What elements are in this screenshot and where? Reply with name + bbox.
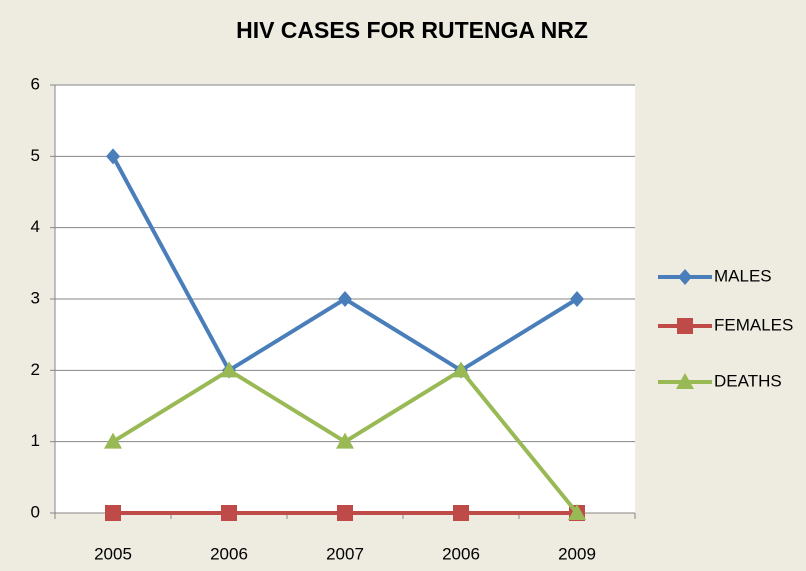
y-tick-label: 5 [31, 146, 40, 165]
chart-title: HIV CASES FOR RUTENGA NRZ [236, 17, 588, 43]
y-tick-label: 0 [31, 502, 40, 521]
marker [570, 291, 584, 307]
marker [338, 291, 352, 307]
legend-label: DEATHS [714, 371, 782, 390]
marker [677, 318, 693, 334]
marker [568, 504, 586, 520]
x-tick-label: 2009 [558, 544, 596, 563]
marker [221, 505, 237, 521]
y-tick-label: 2 [31, 360, 40, 379]
marker [453, 505, 469, 521]
x-tick-label: 2006 [210, 544, 248, 563]
marker [452, 361, 470, 378]
y-tick-label: 3 [31, 288, 40, 307]
y-tick-label: 6 [31, 74, 40, 93]
marker [676, 373, 694, 389]
x-tick-label: 2007 [326, 544, 364, 563]
x-tick-label: 2006 [442, 544, 480, 563]
marker [336, 432, 354, 449]
marker [106, 148, 120, 165]
y-tick-label: 4 [31, 217, 40, 236]
legend-label: FEMALES [714, 315, 793, 334]
marker [678, 269, 692, 285]
marker [337, 505, 353, 521]
x-tick-label: 2005 [94, 544, 132, 563]
marker [105, 505, 121, 521]
marker [104, 432, 122, 449]
y-tick-label: 1 [31, 431, 40, 450]
legend-label: MALES [714, 266, 772, 285]
marker [220, 361, 238, 378]
